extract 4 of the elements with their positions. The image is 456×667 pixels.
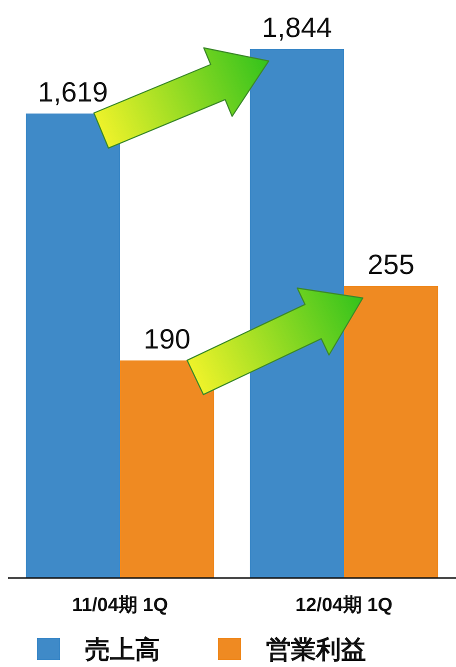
value-label-s0-c0: 1,619: [38, 76, 108, 108]
value-label-s1-c0: 190: [144, 323, 190, 354]
value-label-s1-c1: 255: [368, 249, 414, 280]
value-label-s0-c1: 1,844: [262, 12, 332, 43]
